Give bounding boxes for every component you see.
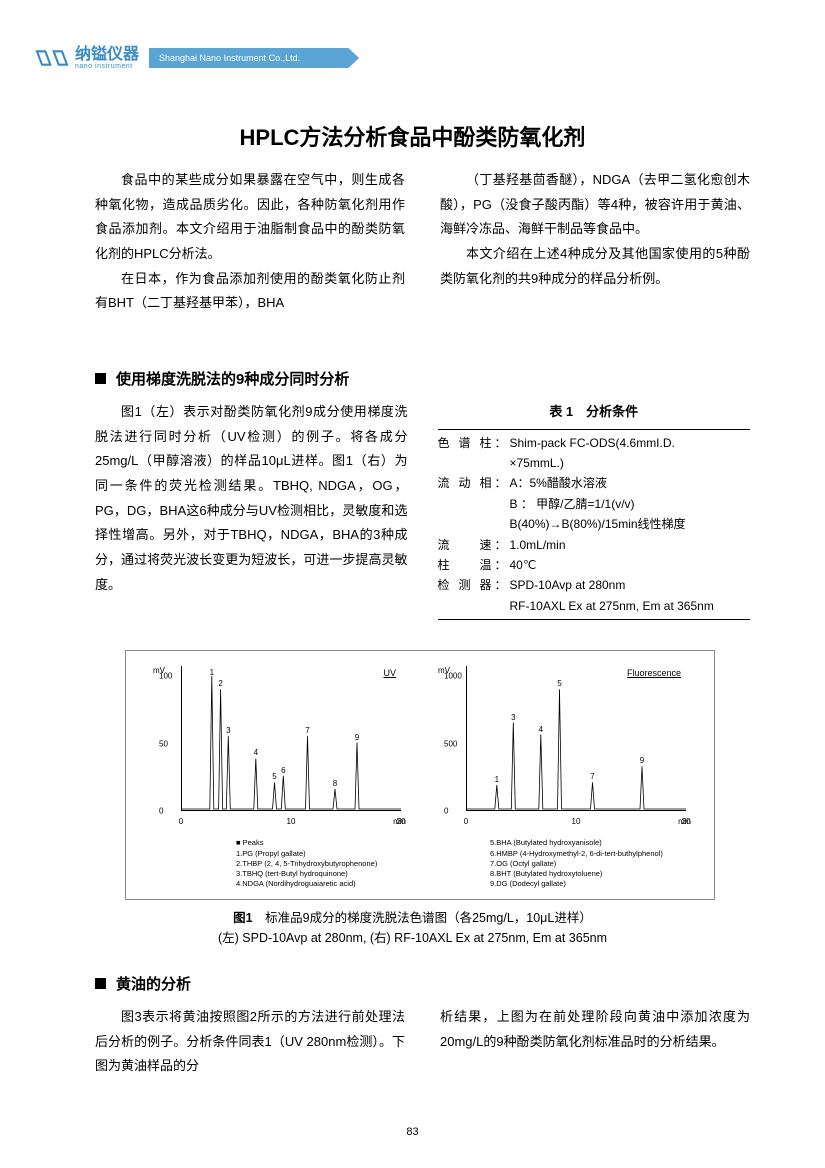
uv-chromatogram-plot: UV mV 05010001020min123456789 <box>151 666 406 821</box>
table-row: 流动相：A：5%醋酸水溶液 <box>438 473 751 493</box>
table-row-value: SPD-10Avp at 280nm <box>510 575 751 595</box>
table-row-label: 柱温 <box>438 555 492 575</box>
chromatogram-trace <box>466 666 686 811</box>
table-row-label <box>438 494 492 514</box>
intro-paragraph: 食品中的某些成分如果暴露在空气中，则生成各种氧化物，造成品质劣化。因此，各种防氧… <box>95 168 405 267</box>
y-tick-label: 1000 <box>444 672 462 681</box>
section-2-body: 图3表示将黄油按照图2所示的方法进行前处理法后分析的例子。分析条件同表1（UV … <box>95 1005 750 1079</box>
section-1-heading: 使用梯度洗脱法的9种成分同时分析 <box>95 368 349 389</box>
chromatogram-trace <box>181 666 401 811</box>
y-tick-label: 100 <box>159 672 172 681</box>
table-row-value: 40℃ <box>510 555 751 575</box>
table-row-separator <box>492 596 510 616</box>
section-2-title-text: 黄油的分析 <box>116 973 191 994</box>
section-1-text: 图1（左）表示对酚类防氧化剂9成分使用梯度洗脱法进行同时分析（UV检测）的例子。… <box>95 400 408 620</box>
legend-item: 6.HMBP (4-Hydroxymethyl-2, 6-di-tert-but… <box>490 849 694 859</box>
section-1-paragraph: 图1（左）表示对酚类防氧化剂9成分使用梯度洗脱法进行同时分析（UV检测）的例子。… <box>95 400 408 598</box>
x-tick-label: 10 <box>572 817 581 826</box>
section-2-paragraph: 图3表示将黄油按照图2所示的方法进行前处理法后分析的例子。分析条件同表1（UV … <box>95 1005 405 1079</box>
table-row-label <box>438 514 492 534</box>
table-row-value: Shim-pack FC-ODS(4.6mmI.D. <box>510 433 751 453</box>
x-axis-unit: min <box>393 817 406 826</box>
table-row-value: B ： 甲醇/乙腈=1/1(v/v) <box>510 494 751 514</box>
company-ribbon: Shanghai Nano Instrument Co.,Ltd. <box>149 48 359 68</box>
intro-left-column: 食品中的某些成分如果暴露在空气中，则生成各种氧化物，造成品质劣化。因此，各种防氧… <box>95 168 405 316</box>
table-row-label: 检测器 <box>438 575 492 595</box>
table-row-value: RF-10AXL Ex at 275nm, Em at 365nm <box>510 596 751 616</box>
logo-text-en: nano instrument <box>75 63 139 70</box>
legend-item: 4.NDGA (Nordihydroguaiaretic acid) <box>236 879 440 889</box>
table-row-label <box>438 596 492 616</box>
conditions-table: 色谱柱：Shim-pack FC-ODS(4.6mmI.D.×75mmL.)流动… <box>438 429 751 621</box>
legend-title: ■ Peaks <box>236 838 440 848</box>
legend-item: 7.OG (Octyl gallate) <box>490 859 694 869</box>
bullet-square-icon <box>95 978 106 989</box>
table-row-value: 1.0mL/min <box>510 535 751 555</box>
intro-section: 食品中的某些成分如果暴露在空气中，则生成各种氧化物，造成品质劣化。因此，各种防氧… <box>95 168 750 316</box>
legend-item: 2.THBP (2, 4, 5-Trihydroxybutyrophenone) <box>236 859 440 869</box>
document-title: HPLC方法分析食品中酚类防氧化剂 <box>0 120 825 152</box>
table-row: B ： 甲醇/乙腈=1/1(v/v) <box>438 494 751 514</box>
legend-left-column: ■ Peaks1.PG (Propyl gallate)2.THBP (2, 4… <box>236 838 440 889</box>
x-axis-unit: min <box>678 817 691 826</box>
section-2-left-column: 图3表示将黄油按照图2所示的方法进行前处理法后分析的例子。分析条件同表1（UV … <box>95 1005 405 1079</box>
table-row-separator <box>492 514 510 534</box>
header-bar: 纳镒仪器 nano instrument Shanghai Nano Instr… <box>35 42 825 74</box>
legend-item: 9.DG (Dodecyl gallate) <box>490 879 694 889</box>
table-row: ×75mmL.) <box>438 453 751 473</box>
bullet-square-icon <box>95 373 106 384</box>
y-tick-label: 0 <box>444 807 448 816</box>
table-row-separator: ： <box>492 473 510 493</box>
table-row-label: 流速 <box>438 535 492 555</box>
table-row: 色谱柱：Shim-pack FC-ODS(4.6mmI.D. <box>438 433 751 453</box>
table-1-title: 表 1 分析条件 <box>438 400 751 425</box>
table-row: RF-10AXL Ex at 275nm, Em at 365nm <box>438 596 751 616</box>
table-row-separator <box>492 453 510 473</box>
table-row-separator <box>492 494 510 514</box>
intro-paragraph: 在日本，作为食品添加剂使用的酚类氧化防止剂有BHT（二丁基羟基甲苯），BHA <box>95 267 405 316</box>
table-row-label <box>438 453 492 473</box>
table-row-separator: ： <box>492 575 510 595</box>
table-row-separator: ： <box>492 433 510 453</box>
legend-item: 8.BHT (Butylated hydroxytoluene) <box>490 869 694 879</box>
legend-right-column: 5.BHA (Butylated hydroxyanisole)6.HMBP (… <box>490 838 694 889</box>
table-row-value: B(40%)→B(80%)/15min线性梯度 <box>510 514 751 534</box>
table-row-label: 色谱柱 <box>438 433 492 453</box>
table-row-label: 流动相 <box>438 473 492 493</box>
y-tick-label: 500 <box>444 739 457 748</box>
section-1-title-text: 使用梯度洗脱法的9种成分同时分析 <box>116 368 349 389</box>
section-2-right-column: 析结果，上图为在前处理阶段向黄油中添加浓度为20mg/L的9种酚类防氧化剂标准品… <box>440 1005 750 1079</box>
x-tick-label: 0 <box>179 817 183 826</box>
table-1-container: 表 1 分析条件 色谱柱：Shim-pack FC-ODS(4.6mmI.D.×… <box>438 400 751 620</box>
figure-1-chromatogram: UV mV 05010001020min123456789 Fluorescen… <box>125 650 715 900</box>
section-2-paragraph: 析结果，上图为在前处理阶段向黄油中添加浓度为20mg/L的9种酚类防氧化剂标准品… <box>440 1005 750 1054</box>
peaks-legend: ■ Peaks1.PG (Propyl gallate)2.THBP (2, 4… <box>236 838 694 889</box>
section-2-heading: 黄油的分析 <box>95 973 191 994</box>
legend-item: 3.TBHQ (tert-Butyl hydroquinone) <box>236 869 440 879</box>
x-tick-label: 10 <box>287 817 296 826</box>
intro-paragraph: （丁基羟基茴香醚），NDGA（去甲二氢化愈创木酸），PG（没食子酸丙酯）等4种，… <box>440 168 750 242</box>
table-row: 柱温：40℃ <box>438 555 751 575</box>
logo-text-cn: 纳镒仪器 <box>75 47 139 63</box>
intro-paragraph: 本文介绍在上述4种成分及其他国家使用的5种酚类防氧化剂的共9种成分的样品分析例。 <box>440 242 750 291</box>
section-1-body: 图1（左）表示对酚类防氧化剂9成分使用梯度洗脱法进行同时分析（UV检测）的例子。… <box>95 400 750 620</box>
page-number: 83 <box>0 1126 825 1138</box>
legend-item: 5.BHA (Butylated hydroxyanisole) <box>490 838 694 848</box>
company-logo: 纳镒仪器 nano instrument <box>35 47 139 70</box>
table-row-separator: ： <box>492 535 510 555</box>
figure-1-caption: 图1 标准品9成分的梯度洗脱法色谱图（各25mg/L，10μL进样） (左) S… <box>0 908 825 948</box>
table-row: B(40%)→B(80%)/15min线性梯度 <box>438 514 751 534</box>
table-row-separator: ： <box>492 555 510 575</box>
table-row: 检测器：SPD-10Avp at 280nm <box>438 575 751 595</box>
y-tick-label: 0 <box>159 807 163 816</box>
intro-right-column: （丁基羟基茴香醚），NDGA（去甲二氢化愈创木酸），PG（没食子酸丙酯）等4种，… <box>440 168 750 316</box>
y-tick-label: 50 <box>159 739 168 748</box>
table-row-value: A：5%醋酸水溶液 <box>510 473 751 493</box>
fluorescence-chromatogram-plot: Fluorescence mV 0500100001020min134579 <box>436 666 691 821</box>
table-row: 流速：1.0mL/min <box>438 535 751 555</box>
table-row-value: ×75mmL.) <box>510 453 751 473</box>
legend-item: 1.PG (Propyl gallate) <box>236 849 440 859</box>
logo-icon <box>35 48 69 68</box>
x-tick-label: 0 <box>464 817 468 826</box>
